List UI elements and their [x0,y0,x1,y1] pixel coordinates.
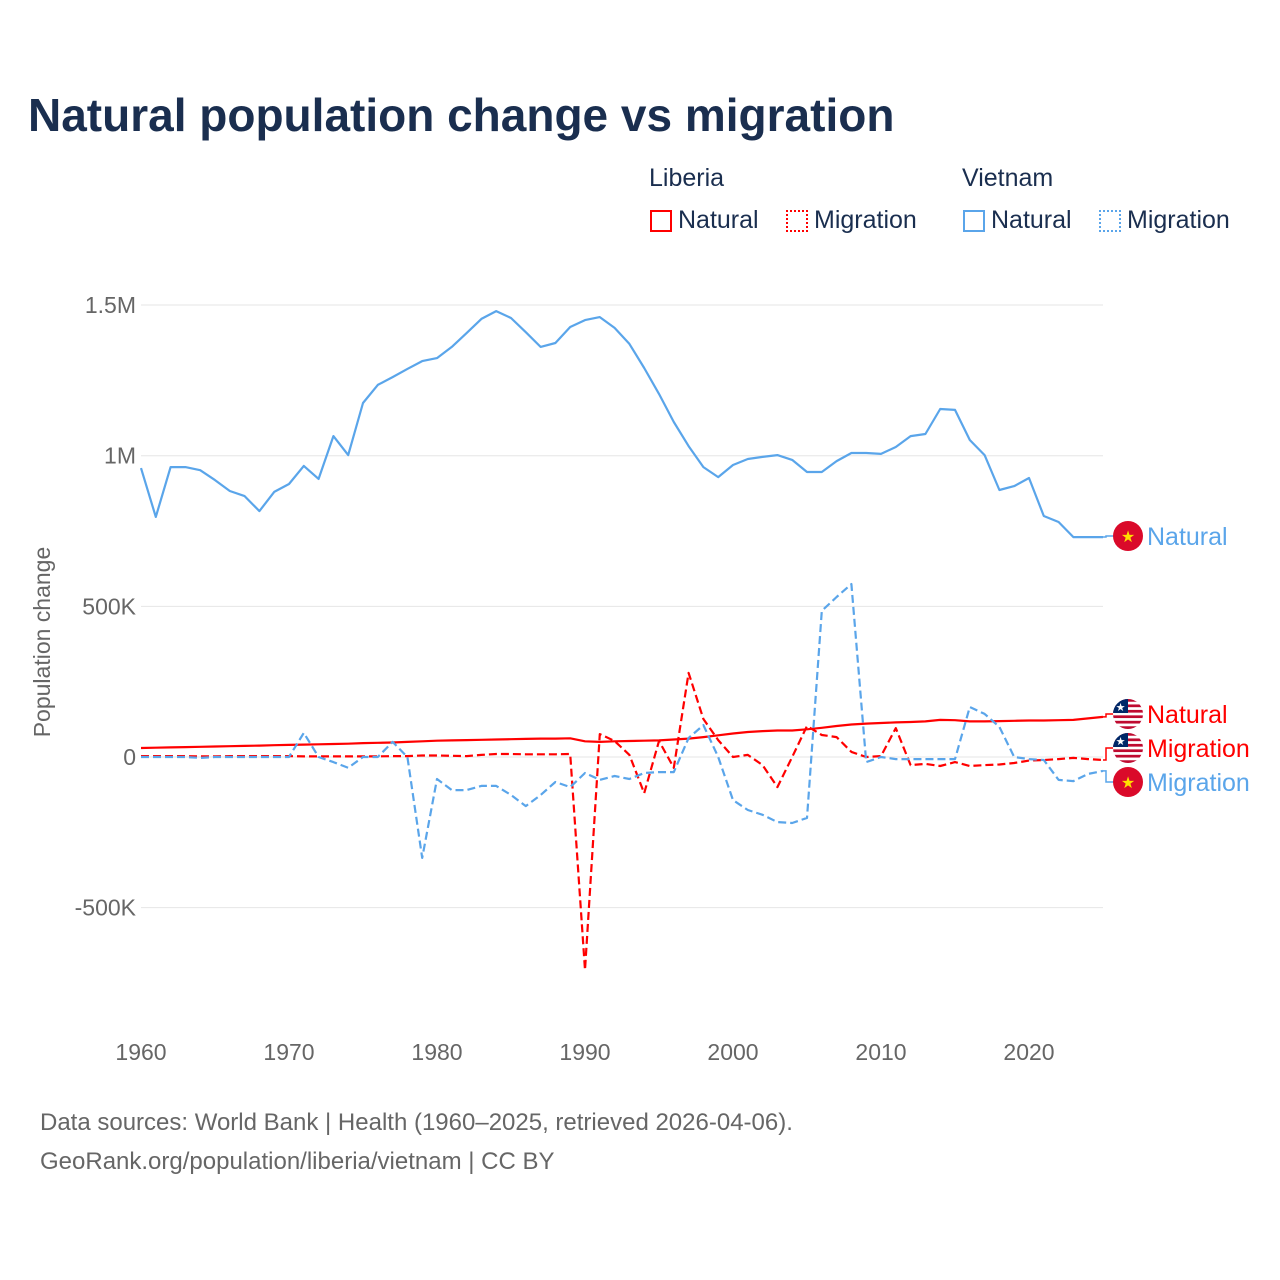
legend-label: Migration [1127,206,1230,234]
flag-star: ★ [1116,736,1126,748]
series-line-vietnam-natural [139,310,1103,539]
flag-circle [1113,767,1143,797]
flag-stripe [1113,746,1143,750]
legend-vietnam-migration[interactable]: Migration [1099,206,1230,235]
flag-stripe [1113,720,1143,724]
legend-swatch-solid [963,209,985,232]
x-tick-label: 2020 [1003,1039,1054,1065]
legend-label: Natural [991,206,1072,234]
vietnam-flag-icon: ★ [1113,767,1143,797]
flag-stripe [1113,712,1143,716]
flag-circle [1113,521,1143,551]
legend-swatch-solid [650,209,672,232]
legend-liberia-natural[interactable]: Natural [650,206,759,235]
series-end-label: Natural [1147,701,1228,729]
legend-swatch-dotted [786,209,808,232]
footer-attribution: GeoRank.org/population/liberia/vietnam |… [40,1148,555,1175]
flag-star: ★ [1121,775,1135,792]
flag-stripe [1113,752,1143,756]
series-line-liberia-migration [141,671,1104,972]
label-connector [1103,747,1114,761]
series-end-label: Migration [1147,769,1250,797]
series-end-label: Migration [1147,735,1250,763]
y-tick-label: -500K [75,895,137,921]
y-tick-label: 0 [123,744,136,770]
legend-label: Natural [678,206,759,234]
flag-stripe [1113,760,1143,763]
flag-star: ★ [1116,702,1126,714]
x-tick-label: 1960 [115,1039,166,1065]
x-tick-label: 1980 [411,1039,462,1065]
flag-stripe [1113,723,1143,727]
liberia-flag-icon: ★ [1113,699,1143,729]
legend-liberia-migration[interactable]: Migration [786,206,917,235]
vietnam-flag-icon: ★ [1113,521,1143,551]
flag-stripe [1113,715,1143,719]
legend-group-liberia: Liberia [649,164,725,192]
flag-stripe [1113,718,1143,722]
legend-label: Migration [814,206,917,234]
legend-swatch-dotted [1099,209,1121,232]
flag-stripe [1113,754,1143,758]
y-axis-label: Population change [29,547,55,738]
liberia-flag-icon: ★ [1113,733,1143,763]
x-tick-label: 2010 [855,1039,906,1065]
series-line-liberia-natural [140,715,1104,750]
flag-stripe [1113,757,1143,761]
series-line-vietnam-migration [141,583,1104,859]
footer-sources: Data sources: World Bank | Health (1960–… [40,1109,793,1136]
flag-stripe [1113,749,1143,753]
x-tick-label: 1970 [263,1039,314,1065]
flag-stripe [1113,726,1143,729]
label-connector [1103,770,1114,783]
legend-vietnam-natural[interactable]: Natural [963,206,1072,235]
label-connector [1103,713,1114,718]
y-tick-label: 500K [82,593,136,619]
flag-star: ★ [1121,529,1135,546]
label-connector [1103,535,1114,538]
x-tick-label: 2000 [707,1039,758,1065]
x-tick-label: 1990 [559,1039,610,1065]
y-tick-label: 1.5M [85,292,136,318]
legend-group-vietnam: Vietnam [962,164,1054,192]
y-tick-label: 1M [104,443,136,469]
series-end-label: Natural [1147,523,1228,551]
chart-title: Natural population change vs migration [28,89,895,141]
